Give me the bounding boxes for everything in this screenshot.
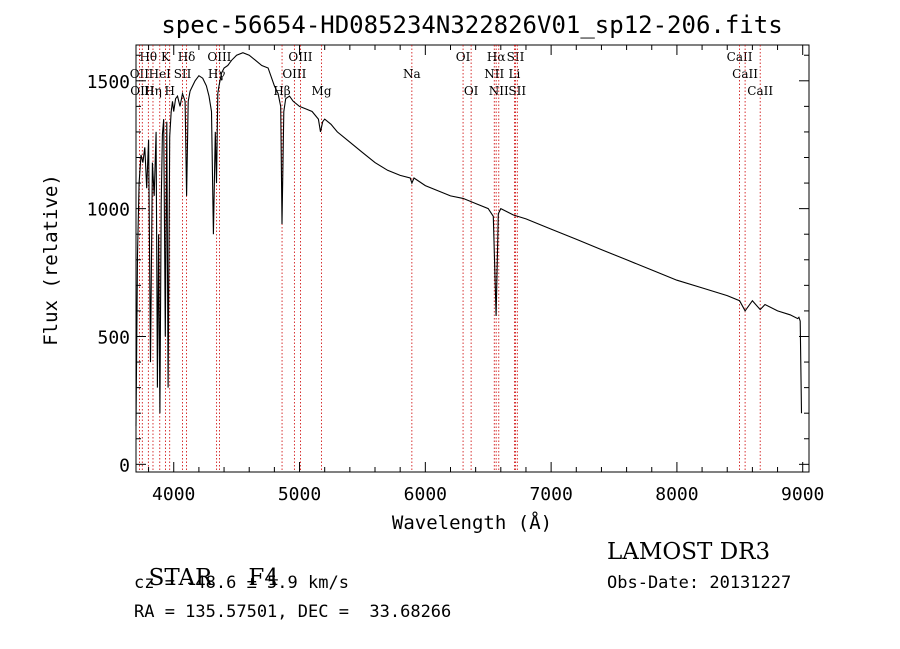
spectral-line-label: HeI [149,67,172,81]
spectral-line-label: SII [174,67,192,81]
spectrum-chart: spec-56654-HD085234N322826V01_sp12-206.f… [40,11,824,534]
x-tick-label: 5000 [278,484,321,505]
redshift-velocity: cz = -48.6 ± 5.9 km/s [134,573,349,593]
plot-frame [135,44,810,473]
y-axis-label: Flux (relative) [40,174,62,346]
spectral-line-label: OI [464,84,479,98]
spectral-line-label: CaII [732,67,758,81]
spectral-line-label: OIII [282,67,306,81]
spectral-line-label: Hβ [273,84,290,98]
y-tick-label: 1000 [87,200,130,221]
spectral-line-label: CaII [747,84,773,98]
y-tick-label: 1500 [87,72,130,93]
spectral-line-label: Na [403,67,421,81]
x-tick-label: 4000 [152,484,195,505]
x-tick-label: 6000 [404,484,447,505]
x-tick-label: 7000 [529,484,572,505]
spectral-line-label: OIII [207,50,231,64]
survey-name: LAMOST DR3 [607,539,771,565]
spectral-line-label: NII [484,67,504,81]
object-class: STAR [148,565,213,591]
spectral-line-label: Hδ [178,50,196,64]
coordinates: RA = 135.57501, DEC = 33.68266 [134,602,452,622]
object-subclass: F4 [248,565,279,591]
spectral-line-label: OI [456,50,471,64]
y-tick-label: 0 [119,455,130,476]
spectral-line-label: OIII [130,84,154,98]
y-tick-label: 500 [97,327,130,348]
spectral-line-label: K [161,50,171,64]
spectral-line-label: OII [130,67,150,81]
spectral-line-label: Hγ [208,67,226,81]
spectral-line-label: Li [508,67,520,81]
x-tick-label: 8000 [655,484,698,505]
spectral-line-label: OIII [288,50,312,64]
spectral-line-label: SII [507,50,525,64]
spectral-line-label: Hα [487,50,506,64]
spectrum-line [135,52,803,427]
x-axis-label: Wavelength (Å) [392,511,552,534]
spectral-line-label: CaII [727,50,753,64]
x-tick-label: 9000 [781,484,824,505]
spectral-line-label: Hη [144,84,162,98]
spectral-line-label: H [164,84,174,98]
spectral-line-label: SII [508,84,526,98]
chart-title: spec-56654-HD085234N322826V01_sp12-206.f… [161,11,782,39]
observation-date: Obs-Date: 20131227 [607,573,792,593]
spectral-line-label: NII [489,84,509,98]
spectral-line-label: Mg [312,84,332,98]
